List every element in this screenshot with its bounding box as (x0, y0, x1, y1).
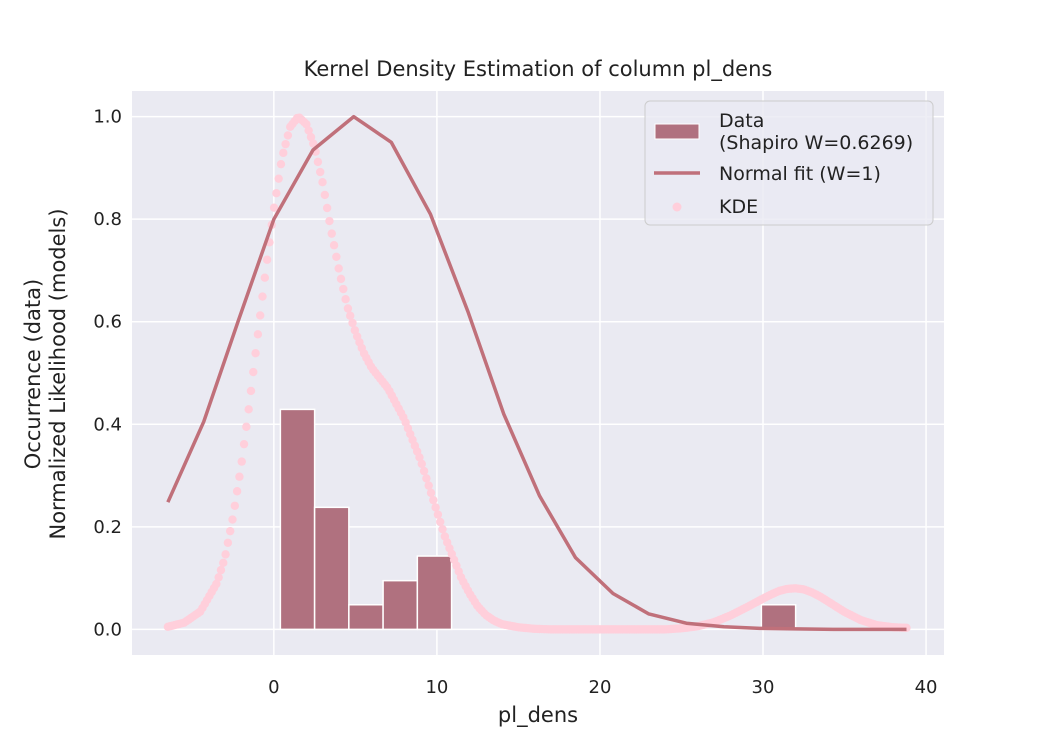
kde-point (429, 495, 438, 505)
kde-point (417, 459, 426, 469)
legend-box (644, 100, 934, 226)
kde-point (436, 517, 445, 527)
histogram-bar (313, 506, 350, 631)
kde-point (283, 131, 293, 140)
kde-point (242, 422, 251, 431)
kde-point (246, 386, 256, 396)
kde-point (415, 453, 424, 462)
kde-point (279, 148, 288, 158)
kde-point (228, 515, 237, 524)
kde-point (260, 273, 270, 282)
kde-point (244, 405, 253, 414)
kde-point (258, 292, 267, 301)
kde-point (221, 550, 230, 559)
kde-point (438, 524, 447, 534)
x-tick-label: 20 (589, 677, 612, 698)
y-tick-label: 0.8 (93, 209, 122, 230)
legend-swatch-data (654, 123, 700, 140)
kde-point (235, 472, 244, 481)
legend-label-normal-fit: Normal fit (W=1) (719, 163, 881, 185)
kde-point (225, 526, 235, 536)
kde-point (249, 367, 258, 377)
kde-point (424, 481, 433, 490)
legend-label-data-shapiro: (Shapiro W=0.6269) (719, 132, 913, 154)
y-tick-label: 0.2 (93, 517, 122, 538)
kde-point (306, 132, 316, 142)
kde-point (433, 510, 443, 519)
kde-point (313, 157, 323, 167)
normal-fit-line-group (166, 114, 907, 632)
kde-point (332, 252, 341, 262)
histogram-bar (416, 555, 453, 631)
kde-point (262, 255, 272, 264)
kde-point (281, 139, 290, 149)
normal-fit-line (166, 114, 907, 632)
kde-point (304, 126, 313, 135)
kde-point (232, 487, 242, 496)
x-tick-label: 30 (752, 677, 775, 698)
kde-point (318, 177, 327, 187)
kde-point (216, 565, 226, 575)
kde-point (334, 264, 343, 273)
kde-point (269, 203, 279, 212)
y-axis-label-line2: Normalized Likelihood (models) (46, 208, 70, 539)
legend-swatch-kde (672, 202, 682, 212)
kde-point (272, 188, 281, 198)
kde-point (322, 203, 332, 213)
histogram-bar (382, 579, 419, 631)
axis-ticks: 0 10 20 30 40 0.0 0.2 0.4 0.6 0.8 1.0 (93, 107, 937, 698)
kde-point (255, 311, 265, 320)
y-axis-label: Occurrence (data) Normalized Likelihood … (21, 208, 70, 539)
y-axis-label-line1: Occurrence (data) (21, 279, 45, 469)
kde-point (431, 503, 440, 512)
histogram-bars (279, 408, 797, 631)
legend-label-data: Data (719, 110, 764, 132)
kde-point (339, 284, 348, 294)
chart-title: Kernel Density Estimation of column pl_d… (304, 57, 773, 82)
kde-point (251, 348, 260, 358)
histogram-bar (348, 604, 384, 631)
kde-point (320, 190, 330, 200)
y-tick-label: 0.4 (93, 414, 122, 435)
kde-point (309, 139, 318, 148)
kde-point (316, 167, 325, 177)
kde-point (327, 229, 336, 238)
kde-point (302, 120, 311, 129)
x-tick-label: 40 (915, 677, 938, 698)
kde-point (230, 501, 240, 510)
legend-label-kde: KDE (719, 196, 758, 218)
kde-point (274, 174, 283, 183)
kde-point (276, 159, 286, 169)
kde-point (426, 488, 436, 498)
kde-point (419, 466, 429, 476)
kde-point (346, 311, 355, 320)
kde-point (336, 274, 346, 284)
kde-point (253, 330, 263, 339)
kde-point (343, 304, 353, 313)
y-tick-label: 0.0 (93, 619, 122, 640)
x-tick-label: 10 (425, 677, 448, 698)
kde-point (325, 216, 334, 226)
legend: Data (Shapiro W=0.6269) Normal fit (W=1)… (644, 100, 934, 226)
kde-points (163, 113, 911, 634)
kde-point (214, 573, 223, 582)
kde-point (329, 241, 339, 250)
x-axis-label: pl_dens (498, 703, 578, 728)
x-tick-label: 0 (268, 677, 279, 698)
kde-point (237, 457, 246, 466)
histogram-bar (279, 408, 316, 631)
y-tick-label: 1.0 (93, 107, 122, 128)
kde-point (422, 474, 431, 483)
kde-point (348, 318, 357, 328)
kde-point (212, 579, 221, 589)
histogram-bar (760, 604, 797, 631)
kde-point (219, 558, 228, 568)
kde-point (223, 538, 233, 547)
kde-point (341, 294, 350, 304)
y-tick-label: 0.6 (93, 312, 122, 333)
kde-point (239, 439, 249, 449)
